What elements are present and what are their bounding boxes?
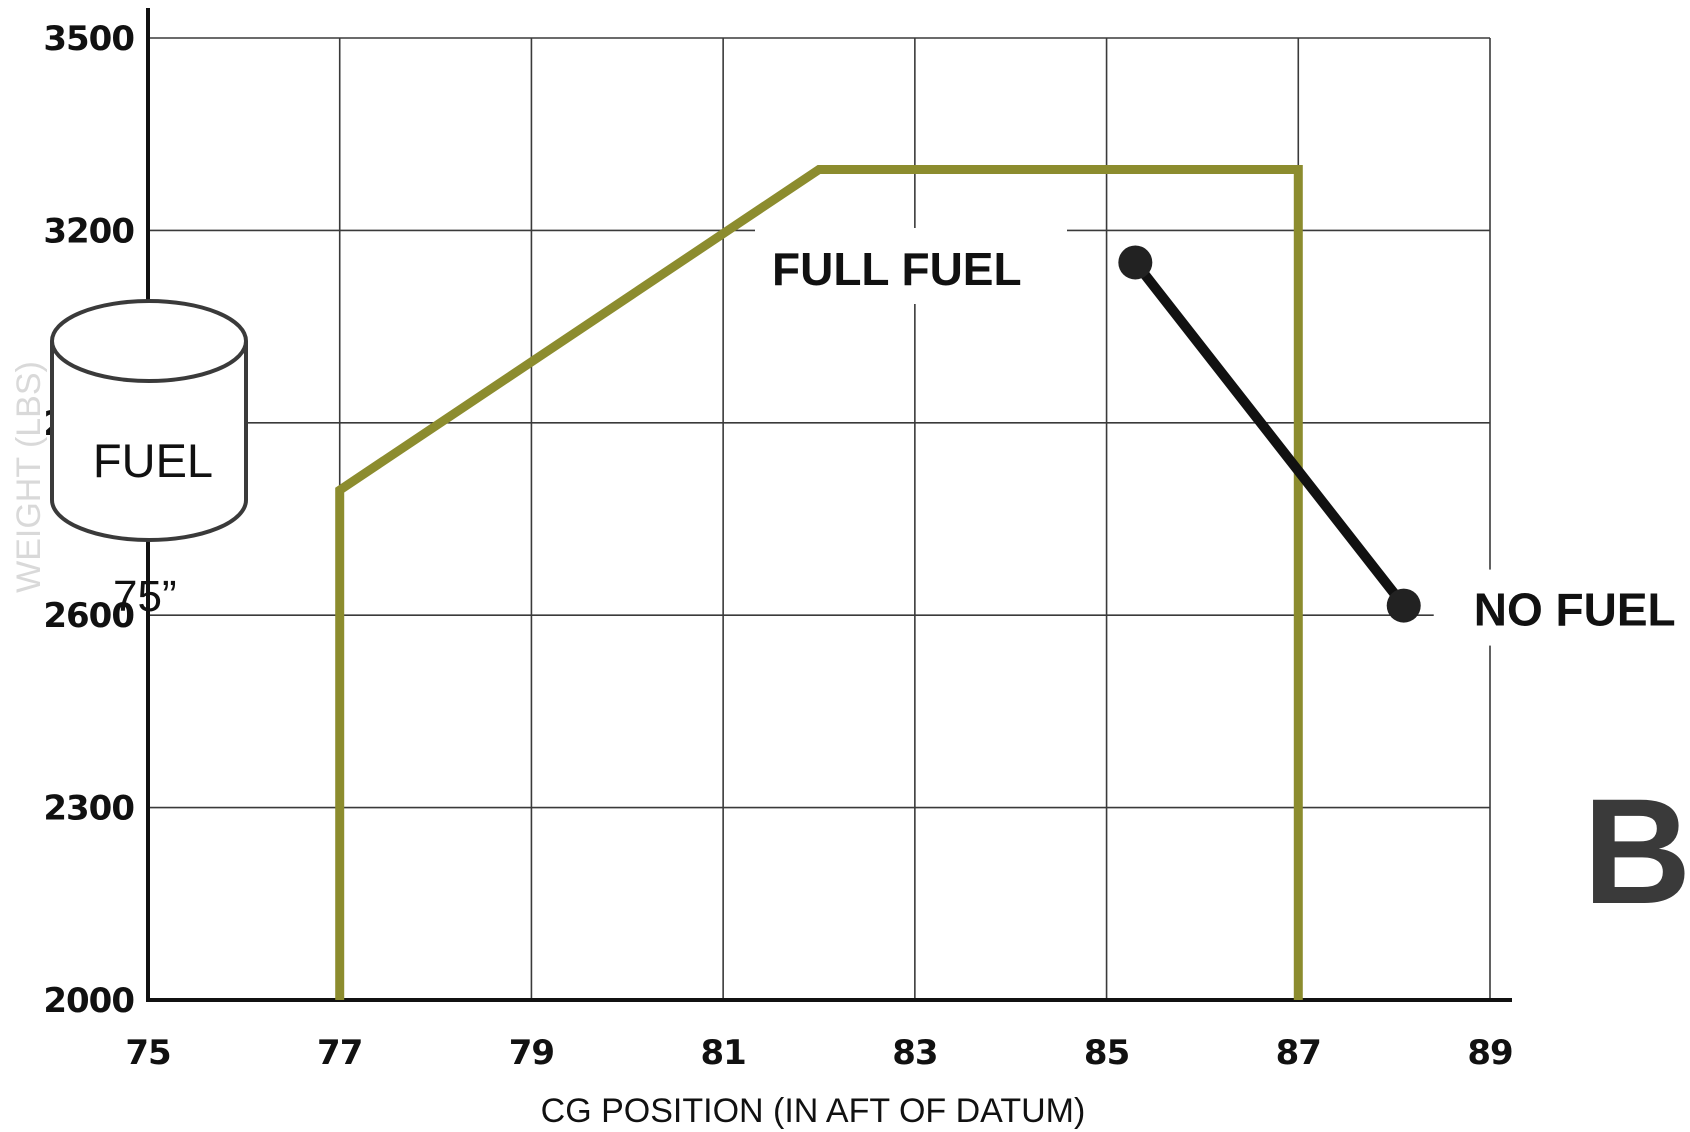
full-fuel-label: FULL FUEL <box>772 243 1022 295</box>
x-tick-label-85: 85 <box>1084 1033 1129 1073</box>
fuel-arm-label: 75” <box>113 572 177 621</box>
grid-lines <box>148 37 1491 1000</box>
annotations: FULL FUEL NO FUEL <box>755 228 1690 646</box>
series-point-1-1 <box>1386 588 1421 623</box>
series-point-1-0 <box>1118 245 1153 280</box>
series-line-1 <box>1131 259 1408 609</box>
x-tick-labels: 75 77 79 81 83 85 87 89 <box>125 1033 1513 1073</box>
no-fuel-label: NO FUEL <box>1474 584 1676 636</box>
y-tick-label-3500: 3500 <box>43 19 134 59</box>
x-tick-label-87: 87 <box>1276 1033 1321 1073</box>
full-fuel-label-bg <box>755 228 1067 304</box>
x-tick-label-75: 75 <box>125 1033 170 1073</box>
fuel-tank-label: FUEL <box>93 434 213 487</box>
x-tick-label-79: 79 <box>509 1033 554 1073</box>
x-tick-label-77: 77 <box>317 1033 362 1073</box>
y-axis-label: WEIGHT (LBS) <box>10 361 48 593</box>
y-tick-label-2300: 2300 <box>43 789 134 829</box>
y-tick-label-2000: 2000 <box>43 981 134 1021</box>
x-tick-label-89: 89 <box>1467 1033 1512 1073</box>
x-tick-label-81: 81 <box>700 1033 745 1073</box>
y-tick-label-2600: 2600 <box>43 596 134 636</box>
data-series <box>335 164 1421 1000</box>
partial-title-text: B <box>1583 767 1690 935</box>
x-axis-label: CG POSITION (IN AFT OF DATUM) <box>541 1092 1086 1130</box>
no-fuel-label-bg <box>1433 569 1690 646</box>
y-tick-label-3200: 3200 <box>43 211 134 251</box>
axes <box>146 8 1512 1002</box>
fuel-tank-icon: FUEL <box>50 299 248 542</box>
x-tick-label-83: 83 <box>892 1033 937 1073</box>
series-line-0 <box>335 164 1303 1000</box>
